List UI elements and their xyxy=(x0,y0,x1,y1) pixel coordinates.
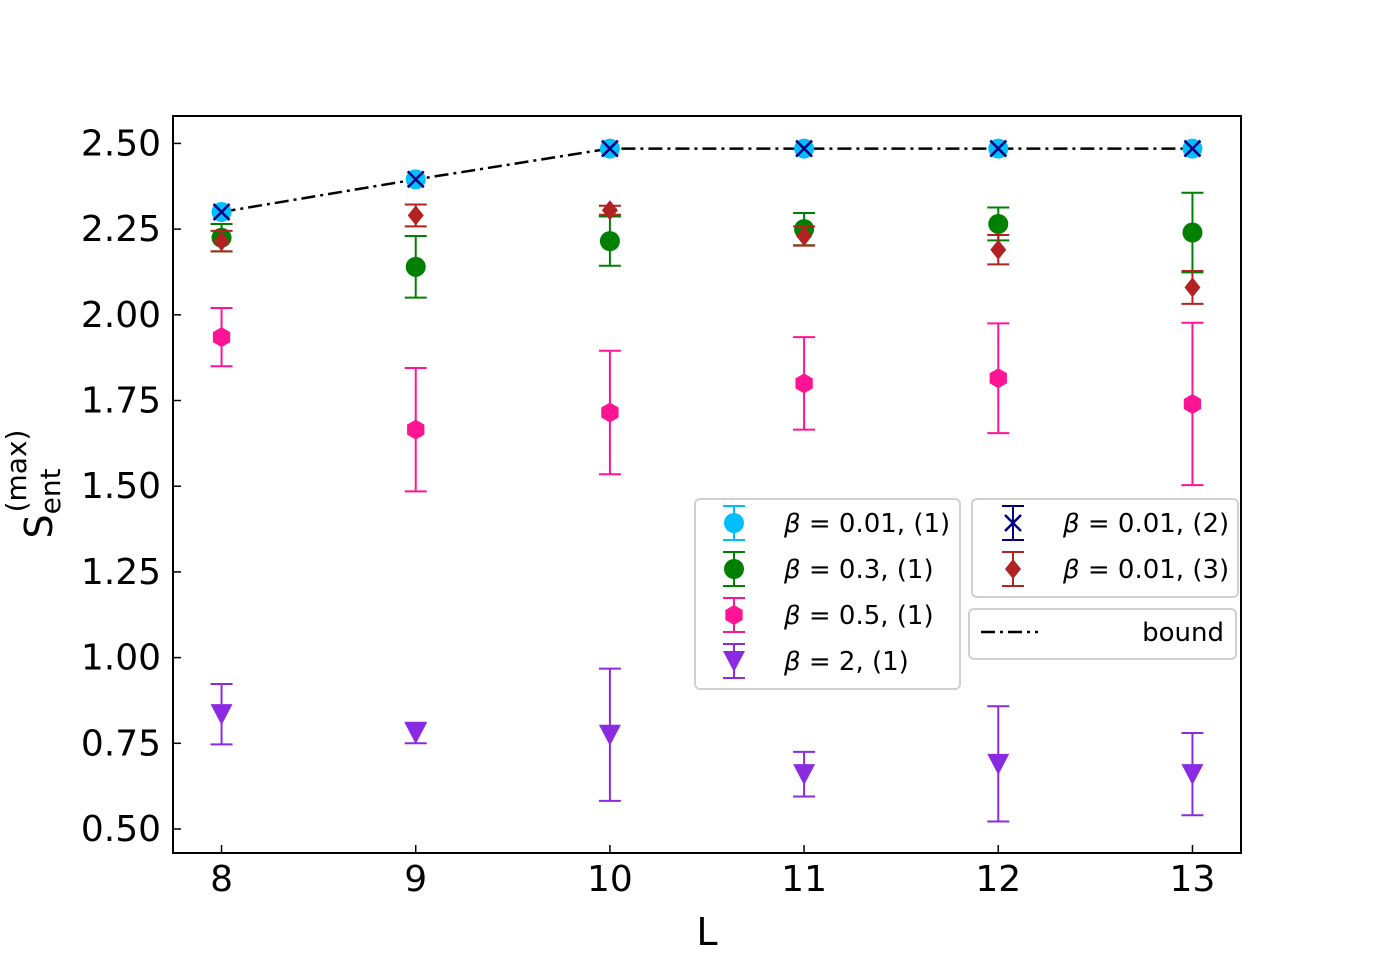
legend-bound-label: bound xyxy=(1142,618,1224,648)
series-2 xyxy=(210,306,1204,493)
legend-beta-symbol: β xyxy=(1062,509,1080,539)
series-3 xyxy=(210,667,1204,823)
x-axis-label: L xyxy=(696,910,717,954)
y-tick-label: 1.50 xyxy=(81,466,161,507)
series-5 xyxy=(210,200,1204,305)
data-point xyxy=(989,139,1008,158)
y-tick-label: 1.75 xyxy=(81,381,161,422)
legend-entry: β = 0.01, (3) xyxy=(1002,551,1229,587)
data-point xyxy=(601,139,619,158)
x-tick-label: 11 xyxy=(781,859,827,900)
legend-marker xyxy=(724,513,744,533)
data-point xyxy=(796,225,813,246)
y-axis-label-sup: (max) xyxy=(0,430,33,513)
data-point xyxy=(407,419,425,440)
legend-label-value: = 2, (1) xyxy=(801,647,909,677)
series-4 xyxy=(212,139,1202,221)
legend-label-value: = 0.3, (1) xyxy=(801,555,934,585)
legend-marker xyxy=(1005,559,1021,579)
data-point xyxy=(601,200,618,221)
legend-label: β = 0.3, (1) xyxy=(783,555,934,585)
legend-beta-symbol: β xyxy=(783,601,801,631)
x-tick-label: 13 xyxy=(1170,859,1216,900)
data-point xyxy=(212,327,231,348)
data-point xyxy=(210,704,233,726)
data-point xyxy=(1184,277,1201,298)
x-tick-label: 12 xyxy=(975,859,1021,900)
y-tick-label: 0.50 xyxy=(81,809,161,850)
data-point xyxy=(795,373,813,394)
data-point xyxy=(601,402,619,423)
data-point xyxy=(1183,139,1202,158)
bound-line xyxy=(221,147,1193,214)
data-point xyxy=(213,231,230,252)
legend-box-left xyxy=(694,498,961,690)
data-point xyxy=(988,213,1009,234)
y-tick-label: 1.25 xyxy=(81,552,161,593)
data-point xyxy=(795,139,813,158)
x-axis-label-group: L xyxy=(696,910,717,954)
legend-entry: β = 0.3, (1) xyxy=(723,551,934,587)
y-axis-label-group: Sent(max) xyxy=(0,430,67,539)
axes-ticks: 8 9 10 11 12 13 0.50 0.75 1.00 1.25 1.50 1.75 2.00 2.… xyxy=(81,123,1216,900)
data-point xyxy=(598,724,621,746)
legend-label-value: = 0.01, (2) xyxy=(1080,509,1230,539)
legend-entry: β = 2, (1) xyxy=(723,643,909,679)
legend-entry-bound: bound xyxy=(981,618,1224,648)
y-tick-label: 1.00 xyxy=(81,638,161,679)
legend-beta-symbol: β xyxy=(783,647,801,677)
plot-frame xyxy=(172,115,1242,854)
legend-entry: β = 0.5, (1) xyxy=(723,597,934,633)
legend-label-value: = 0.5, (1) xyxy=(801,601,934,631)
legend-marker xyxy=(723,651,745,672)
y-tick-label: 2.50 xyxy=(81,123,161,164)
y-axis-label-base: S xyxy=(17,514,61,538)
legend-marker xyxy=(725,605,743,625)
x-tick-label: 9 xyxy=(404,859,427,900)
data-point xyxy=(599,231,620,252)
y-tick-label: 0.75 xyxy=(81,723,161,764)
legend-marker xyxy=(724,559,744,579)
legend-beta-symbol: β xyxy=(783,509,801,539)
legend-marker xyxy=(1004,514,1022,532)
legend-beta-symbol: β xyxy=(783,555,801,585)
legend-entry: β = 0.01, (2) xyxy=(1002,505,1229,541)
legend-label: β = 0.5, (1) xyxy=(783,601,934,631)
data-point xyxy=(987,753,1010,775)
y-axis-label-sub: ent xyxy=(34,468,67,514)
data-point xyxy=(793,764,816,786)
data-point xyxy=(989,368,1007,389)
data-point xyxy=(1181,764,1204,786)
data-point xyxy=(990,239,1007,260)
legend-label-value: = 0.01, (1) xyxy=(801,509,951,539)
data-point xyxy=(1182,222,1203,243)
data-layer xyxy=(210,138,1204,823)
y-tick-label: 2.00 xyxy=(81,295,161,336)
legend-label: β = 0.01, (2) xyxy=(1062,509,1229,539)
y-tick-label: 2.25 xyxy=(81,209,161,250)
data-point xyxy=(405,256,426,277)
legend-beta-symbol: β xyxy=(1062,555,1080,585)
data-point xyxy=(212,203,231,221)
y-axis-label: Sent(max) xyxy=(0,430,67,539)
data-point xyxy=(404,723,427,745)
legend: β = 0.01, (1)β = 0.3, (1)β = 0.5, (1)β =… xyxy=(694,498,1239,690)
legend-label: β = 0.01, (1) xyxy=(783,509,950,539)
legend-box-bound xyxy=(968,608,1237,660)
legend-box-right xyxy=(971,498,1239,598)
x-tick-label: 8 xyxy=(210,859,233,900)
data-point xyxy=(407,205,424,226)
x-tick-label: 10 xyxy=(587,859,633,900)
legend-entry: β = 0.01, (1) xyxy=(723,505,950,541)
legend-label: β = 0.01, (3) xyxy=(1062,555,1229,585)
data-point xyxy=(1183,393,1202,414)
legend-label-value: = 0.01, (3) xyxy=(1080,555,1230,585)
data-point xyxy=(406,170,425,189)
legend-label: β = 2, (1) xyxy=(783,647,909,677)
